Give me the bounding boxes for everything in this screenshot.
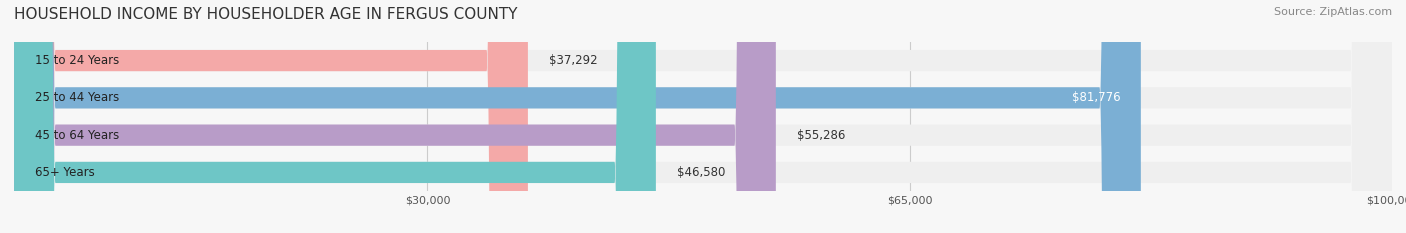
Text: 45 to 64 Years: 45 to 64 Years: [35, 129, 120, 142]
Text: 15 to 24 Years: 15 to 24 Years: [35, 54, 120, 67]
Text: Source: ZipAtlas.com: Source: ZipAtlas.com: [1274, 7, 1392, 17]
FancyBboxPatch shape: [14, 0, 776, 233]
FancyBboxPatch shape: [14, 0, 655, 233]
FancyBboxPatch shape: [14, 0, 1392, 233]
Text: $46,580: $46,580: [676, 166, 725, 179]
Text: $81,776: $81,776: [1071, 91, 1121, 104]
Text: $55,286: $55,286: [797, 129, 845, 142]
FancyBboxPatch shape: [14, 0, 527, 233]
Text: 25 to 44 Years: 25 to 44 Years: [35, 91, 120, 104]
FancyBboxPatch shape: [14, 0, 1392, 233]
FancyBboxPatch shape: [14, 0, 1392, 233]
Text: 65+ Years: 65+ Years: [35, 166, 94, 179]
FancyBboxPatch shape: [14, 0, 1392, 233]
Text: $37,292: $37,292: [548, 54, 598, 67]
FancyBboxPatch shape: [14, 0, 1140, 233]
Text: HOUSEHOLD INCOME BY HOUSEHOLDER AGE IN FERGUS COUNTY: HOUSEHOLD INCOME BY HOUSEHOLDER AGE IN F…: [14, 7, 517, 22]
